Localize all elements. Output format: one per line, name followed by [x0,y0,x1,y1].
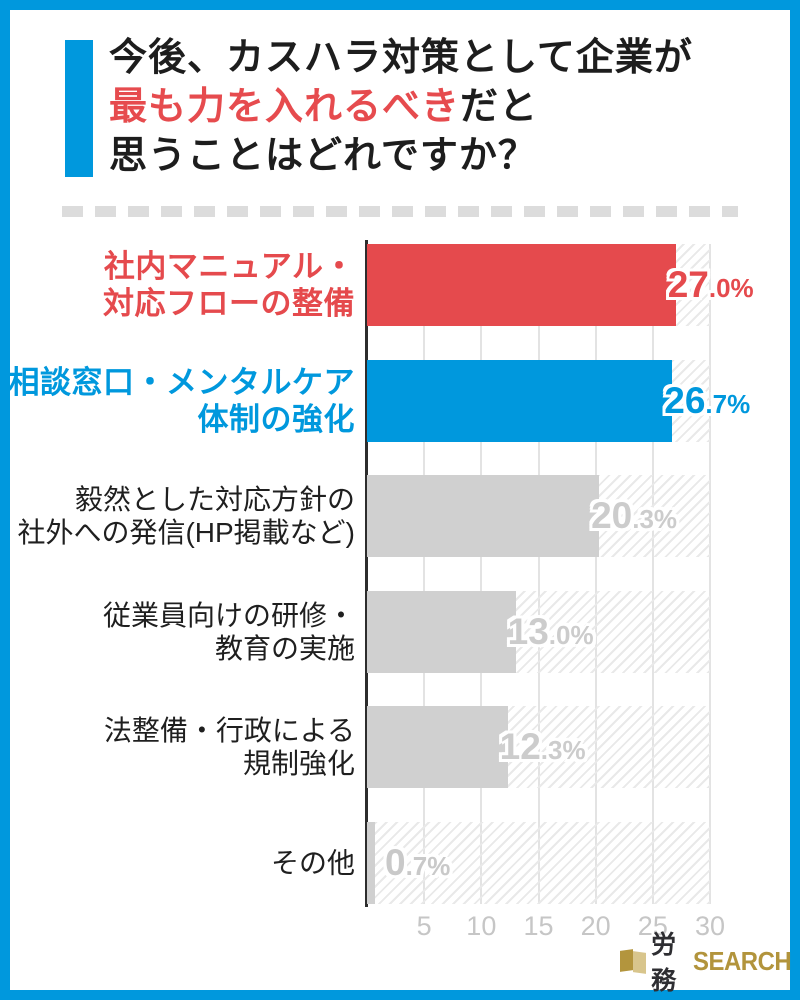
value-int: 27 [667,264,709,305]
value-dec: .7% [705,388,751,419]
logo: 労務 SEARCH [620,931,800,995]
x-tick-label: 20 [580,911,611,941]
bar [367,244,676,326]
gridline-15 [537,244,540,904]
value-label: 0.7% [385,842,450,884]
category-label-line: 対応フローの整備 [103,286,355,321]
category-label: その他 [0,847,355,880]
x-tick-label: 30 [694,911,726,941]
x-tick-label: 25 [637,911,668,941]
value-dec: .0% [708,273,754,303]
value-label: 26.7% [664,380,750,422]
value-int: 12 [499,726,541,768]
bar [367,359,673,442]
category-label-line: 法整備・行政による [103,715,355,747]
gridline-10 [480,244,483,904]
category-label: 法整備・行政による 規制強化 [0,714,355,780]
value-dec: .3% [632,504,678,535]
value-int: 13 [507,610,549,652]
value-dec: .3% [540,735,586,766]
category-label-line: 社内マニュアル・ [103,249,355,284]
category-label: 毅然とした対応方針の 社外への発信(HP掲載など) [0,483,355,549]
category-label-line: 相談窓口・メンタルケア [8,364,355,400]
category-label-line: 体制の強化 [197,401,355,437]
value-label: 13.0% [508,611,594,653]
title-line-1: 今後、カスハラ対策として企業が [109,37,693,79]
category-label-line: 社外への発信(HP掲載など) [17,517,355,549]
book-icon [620,948,646,974]
title-highlight: 最も力を入れるべき [109,86,461,128]
value-label: 27.0% [668,264,754,306]
title-accent-bar [65,40,93,177]
category-label-line: 毅然とした対応方針の [74,484,355,516]
bar [367,590,516,673]
title-line-3: 思うことはどれですか？ [109,135,537,177]
category-label: 社内マニュアル・ 対応フローの整備 [0,248,355,322]
logo-text-dark: 労務 [651,931,677,995]
category-label-line: 教育の実施 [214,632,355,664]
category-label-line: その他 [270,847,355,879]
gridline-25 [651,244,654,904]
gridline-5 [423,244,426,904]
value-dec: .7% [405,851,451,881]
page-title: 今後、カスハラ対策として企業が 最も力を入れるべきだと 思うことはどれですか？ [109,34,693,181]
bar [367,706,508,789]
value-label: 12.3% [500,726,586,768]
logo-text-gold: SEARCH [693,945,792,976]
hatch-band [367,822,710,904]
title-line-2-rest: だと [460,86,539,128]
category-label: 相談窓口・メンタルケア 体制の強化 [0,364,355,438]
title-line-2: 最も力を入れるべきだと [109,83,693,132]
y-axis-line [365,240,368,907]
x-tick-label: 10 [466,911,497,941]
x-tick-label: 5 [416,911,432,941]
value-int: 0 [385,842,406,883]
bar [367,822,375,904]
bar [367,475,600,558]
x-tick-label: 15 [523,911,554,941]
value-int: 26 [664,379,706,421]
gridline-20 [594,244,597,904]
category-label-line: 規制強化 [242,748,355,780]
value-dec: .0% [548,619,594,650]
category-label: 従業員向けの研修・ 教育の実施 [0,599,355,665]
category-label-line: 従業員向けの研修・ [102,599,355,631]
value-label: 20.3% [591,495,677,537]
value-int: 20 [591,495,633,537]
dashed-divider [62,206,738,217]
gridline-30 [709,244,711,904]
